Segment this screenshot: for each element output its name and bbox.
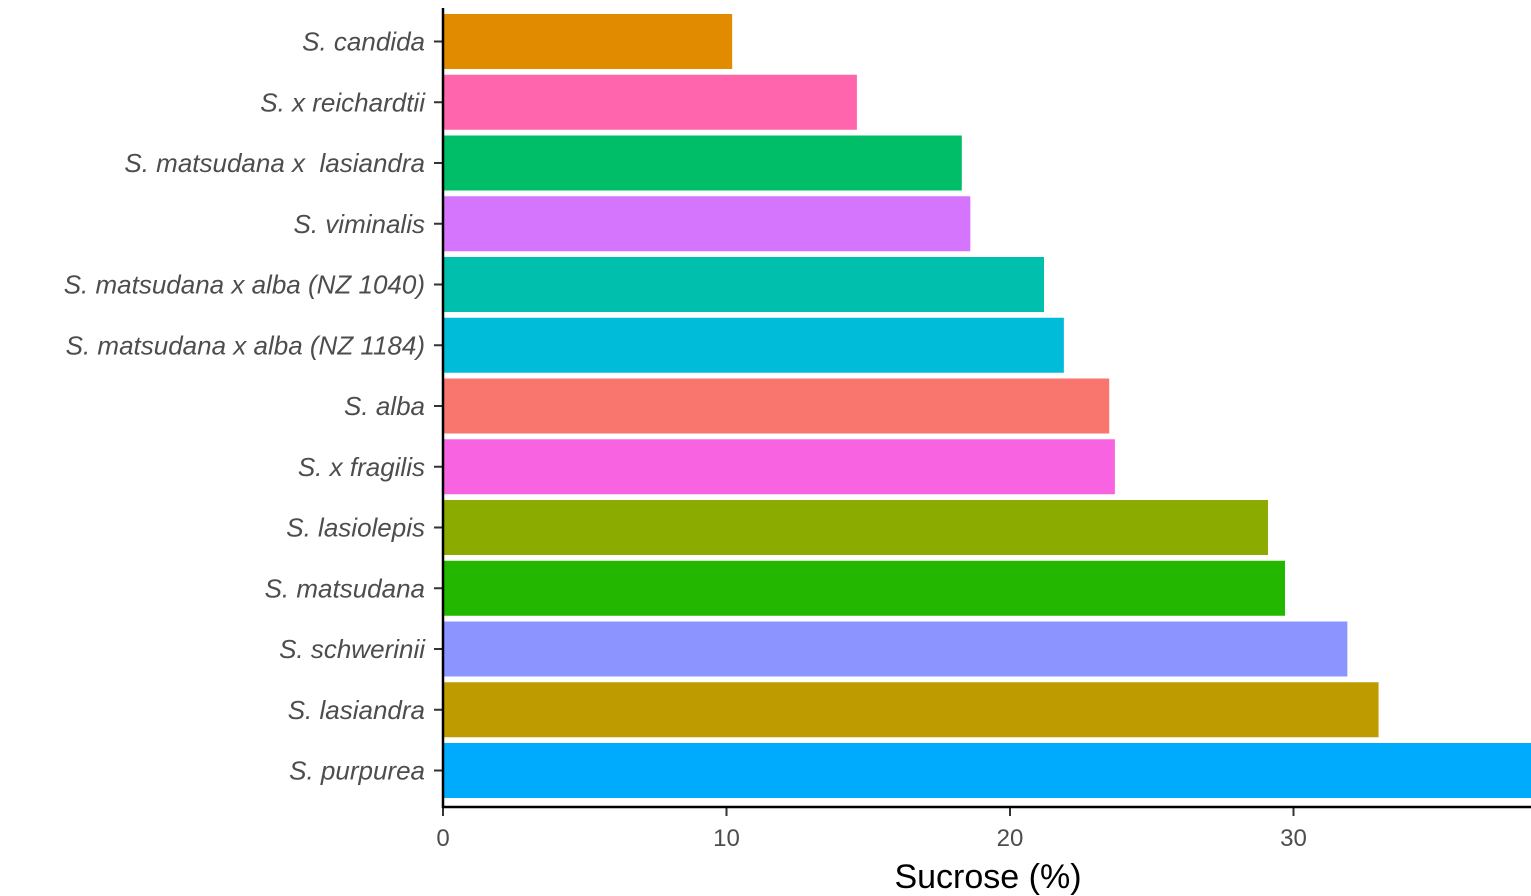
bar-s-x-fragilis [444,439,1115,495]
bar-s-lasiolepis [444,500,1268,555]
bar-s-purpurea [444,743,1531,798]
category-label-s-matsudana-x-alba-nz-1040: S. matsudana x alba (NZ 1040) [64,270,425,300]
category-label-s-schwerinii: S. schwerinii [279,634,426,664]
x-axis-title: Sucrose (%) [894,858,1081,896]
bar-s-matsudana-x-alba-nz-1184 [444,317,1064,373]
category-label-s-matsudana-x-alba-nz-1184: S. matsudana x alba (NZ 1184) [66,330,425,360]
category-labels: S. candida S. x reichardtii S. matsudana x… [64,27,427,786]
bar-s-matsudana-x-lasiandra [444,135,962,191]
bar-s-viminalis [444,196,971,252]
bar-s-x-reichardtii [444,74,857,130]
category-label-s-viminalis: S. viminalis [294,209,425,239]
category-label-s-x-fragilis: S. x fragilis [298,452,425,482]
category-label-s-purpurea: S. purpurea [289,756,425,786]
category-label-s-x-reichardtii: S. x reichardtii [260,87,426,117]
category-label-s-lasiandra: S. lasiandra [288,695,425,725]
bar-s-lasiandra [444,682,1379,738]
bar-s-matsudana-x-alba-nz-1040 [444,257,1045,312]
bar-s-candida [444,14,733,69]
bar-s-schwerinii [444,621,1348,677]
category-label-s-candida: S. candida [302,27,425,57]
category-label-s-matsudana-x-lasiandra: S. matsudana x lasiandra [124,148,425,178]
y-axis-ticks [434,40,443,772]
x-tick-label-30: 30 [1280,825,1307,852]
x-tick-label-0: 0 [436,825,449,852]
bar-s-matsudana [444,560,1285,616]
x-tick-label-20: 20 [997,825,1024,852]
bar-s-alba [444,378,1110,434]
category-label-s-lasiolepis: S. lasiolepis [286,513,425,543]
category-label-s-alba: S. alba [344,391,425,421]
bars-group [444,14,1531,798]
category-label-s-matsudana: S. matsudana [265,573,425,603]
x-tick-label-10: 10 [713,825,740,852]
x-axis-ticks: 0 10 20 30 [436,807,1307,852]
